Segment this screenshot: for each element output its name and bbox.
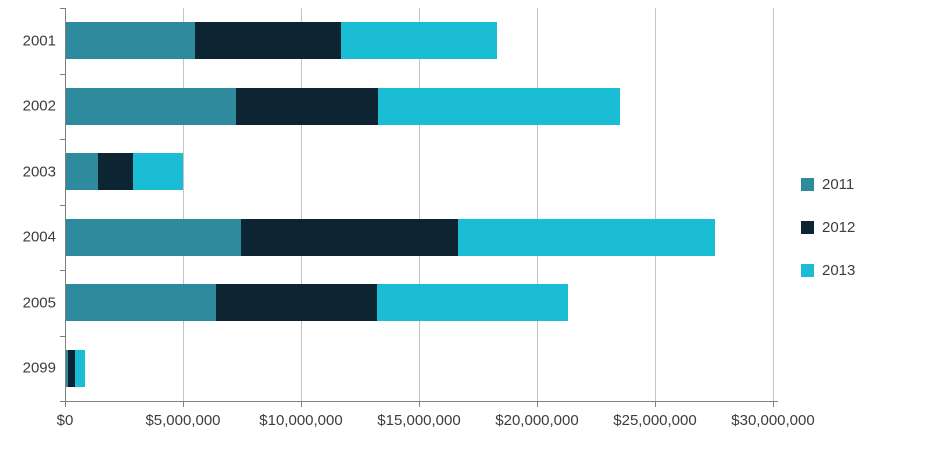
bar-segment-2004-2012 — [240, 218, 458, 256]
bar-segment-2002-2011 — [65, 87, 237, 125]
gridline — [301, 8, 302, 401]
plot-area — [65, 8, 777, 401]
bar-segment-2002-2012 — [236, 87, 378, 125]
y-axis-category-label: 2004 — [22, 228, 56, 246]
bar-segment-2002-2013 — [377, 87, 620, 125]
x-axis-tick-label: $10,000,000 — [259, 412, 343, 429]
bar-2003 — [65, 153, 183, 191]
legend-swatch-icon — [801, 221, 814, 234]
x-axis-tick — [773, 402, 774, 407]
x-axis-tick — [301, 402, 302, 407]
bar-segment-2004-2011 — [65, 218, 241, 256]
x-axis-tick-label: $20,000,000 — [495, 412, 579, 429]
legend-item-2012: 2012 — [801, 219, 855, 236]
bar-2004 — [65, 218, 716, 256]
bar-2002 — [65, 87, 620, 125]
y-axis-tick — [60, 139, 65, 140]
y-axis-category-label: 2003 — [22, 163, 56, 181]
y-axis-tick — [60, 401, 65, 402]
x-axis-tick — [183, 402, 184, 407]
y-axis-category-label: 2099 — [22, 359, 56, 377]
legend-swatch-icon — [801, 264, 814, 277]
bar-segment-2003-2012 — [98, 153, 134, 191]
x-axis-tick — [537, 402, 538, 407]
bar-segment-2099-2011 — [65, 349, 69, 387]
bar-segment-2004-2013 — [457, 218, 716, 256]
y-axis-tick — [60, 204, 65, 206]
gridline — [183, 8, 184, 401]
bar-segment-2099-2013 — [75, 349, 86, 387]
x-axis-tick-label: $25,000,000 — [613, 412, 697, 429]
bar-segment-2001-2013 — [341, 22, 497, 60]
x-axis-tick — [655, 402, 656, 407]
bar-segment-2005-2013 — [376, 284, 568, 322]
bar-2001 — [65, 22, 497, 60]
x-axis-tick-label: $30,000,000 — [731, 412, 815, 429]
bar-segment-2099-2012 — [68, 349, 76, 387]
bar-2099 — [65, 349, 86, 387]
legend: 2011 2012 2013 — [801, 176, 855, 279]
bar-segment-2003-2011 — [65, 153, 98, 191]
bar-segment-2001-2011 — [65, 22, 195, 60]
x-axis-tick-label: $0 — [56, 412, 74, 429]
gridline — [773, 8, 774, 401]
bar-segment-2003-2013 — [133, 153, 183, 191]
legend-swatch-icon — [801, 178, 814, 191]
y-axis-category-label: 2005 — [22, 294, 56, 312]
x-axis-tick-label: $15,000,000 — [377, 412, 461, 429]
y-axis-category-label: 2002 — [22, 97, 56, 115]
y-axis-tick — [60, 270, 65, 271]
y-axis-line — [65, 8, 66, 402]
x-axis-tick — [65, 402, 66, 407]
y-axis-tick — [60, 73, 65, 75]
legend-label: 2012 — [822, 219, 856, 236]
x-axis-tick-label: $5,000,000 — [145, 412, 221, 429]
y-axis-category-label: 2001 — [22, 32, 56, 50]
bar-segment-2005-2011 — [65, 284, 216, 322]
x-axis-line — [65, 401, 778, 402]
bar-segment-2005-2012 — [216, 284, 377, 322]
legend-item-2013: 2013 — [801, 262, 855, 279]
x-axis-tick — [419, 402, 420, 407]
y-axis-tick — [60, 335, 65, 337]
gridline — [537, 8, 538, 401]
bar-2005 — [65, 284, 568, 322]
legend-label: 2011 — [822, 176, 855, 193]
y-axis-tick — [60, 8, 65, 9]
gridline — [655, 8, 656, 401]
legend-item-2011: 2011 — [801, 176, 855, 193]
legend-label: 2013 — [822, 262, 856, 279]
bar-segment-2001-2012 — [194, 22, 342, 60]
gridline — [419, 8, 420, 401]
